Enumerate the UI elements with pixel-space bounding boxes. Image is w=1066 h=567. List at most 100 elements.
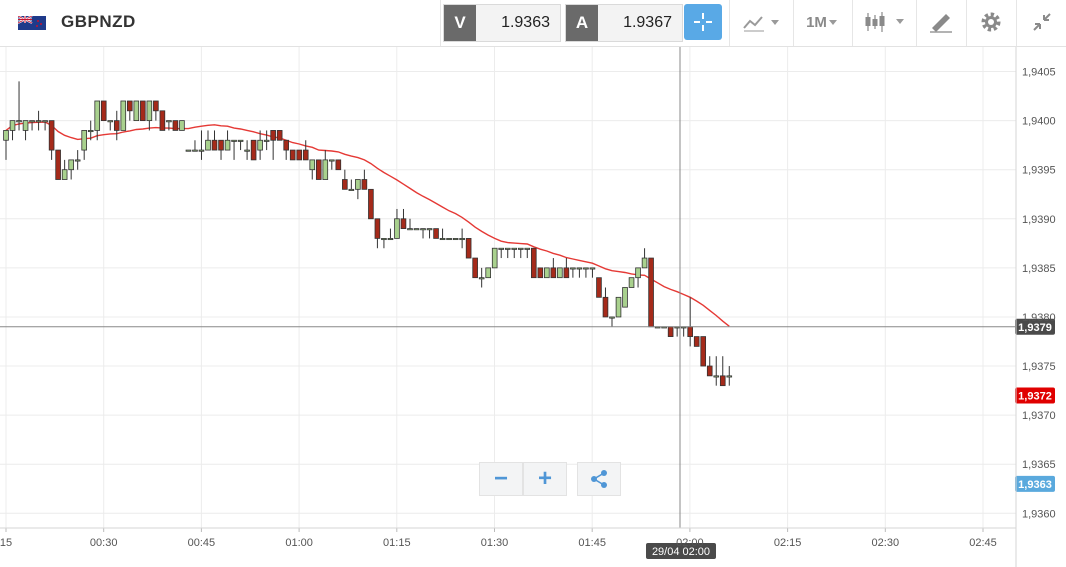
price-chart[interactable]: 1,9379 1,9372 1,9363 29/04 02:00 1,9405 1,94… bbox=[0, 47, 1066, 567]
candle-body bbox=[42, 120, 48, 123]
timeframe-button[interactable]: 1M bbox=[800, 4, 845, 40]
candle-body bbox=[452, 238, 459, 241]
candle-body bbox=[524, 247, 531, 250]
drawing-tools-button[interactable] bbox=[922, 4, 960, 40]
y-tick-label: 1,9370 bbox=[1022, 410, 1056, 422]
candle-body bbox=[192, 149, 198, 152]
candle-body bbox=[127, 100, 133, 112]
crosshair-button[interactable] bbox=[684, 4, 722, 40]
share-button[interactable] bbox=[577, 462, 621, 496]
candle-body bbox=[315, 159, 322, 180]
x-tick-label: 15 bbox=[0, 537, 12, 549]
settings-button[interactable] bbox=[972, 4, 1010, 40]
candle-body bbox=[407, 228, 413, 231]
moving-average-line bbox=[5, 121, 730, 327]
ma-price-label-bg bbox=[1015, 387, 1055, 404]
y-tick-label: 1,9365 bbox=[1022, 459, 1056, 471]
ask-quote-button[interactable]: A 1.9367 bbox=[565, 4, 683, 42]
bid-quote-button[interactable]: V 1.9363 bbox=[443, 4, 561, 42]
x-tick-label: 00:30 bbox=[90, 537, 118, 549]
candle-body bbox=[166, 120, 172, 123]
plus-icon: + bbox=[537, 465, 552, 492]
y-tick-label: 1,9360 bbox=[1022, 508, 1056, 520]
candle-body bbox=[413, 228, 420, 231]
candle-body bbox=[563, 267, 570, 279]
candle-body bbox=[615, 296, 622, 318]
candle-body bbox=[517, 247, 524, 250]
zoom-out-button[interactable]: − bbox=[479, 462, 523, 496]
candle-body bbox=[172, 120, 179, 131]
candle-body bbox=[289, 149, 296, 161]
candle-body bbox=[628, 277, 635, 288]
candle-body bbox=[153, 100, 159, 112]
candle-body bbox=[446, 238, 452, 241]
candle-body bbox=[211, 139, 218, 151]
candle-body bbox=[485, 267, 491, 279]
candle-body bbox=[48, 120, 55, 151]
candle-body bbox=[94, 100, 101, 131]
candle-body bbox=[237, 139, 244, 142]
candle-body bbox=[74, 159, 81, 162]
candle-body bbox=[257, 139, 263, 151]
zoom-in-button[interactable]: + bbox=[523, 462, 567, 496]
candle-body bbox=[557, 267, 563, 279]
candle-body bbox=[159, 110, 166, 131]
toolbar-divider bbox=[729, 0, 730, 46]
share-icon bbox=[591, 470, 607, 488]
candlestick-style-button[interactable] bbox=[860, 4, 910, 40]
candle-body bbox=[609, 316, 615, 319]
candle-body bbox=[693, 336, 700, 347]
chart-type-button[interactable] bbox=[737, 4, 787, 40]
candle-body bbox=[491, 247, 498, 269]
candle-body bbox=[387, 238, 394, 241]
candle-body bbox=[687, 326, 693, 337]
current-price-label: 1,9363 bbox=[1018, 479, 1052, 491]
candle-body bbox=[583, 267, 589, 270]
candle-body bbox=[465, 238, 472, 259]
candle-body bbox=[16, 120, 22, 123]
x-tick-label: 00:45 bbox=[188, 537, 216, 549]
drawing-icon bbox=[930, 14, 952, 33]
candle-body bbox=[648, 257, 654, 328]
crosshair-time-label: 29/04 02:00 bbox=[652, 546, 710, 558]
candle-body bbox=[726, 375, 733, 378]
candle-body bbox=[394, 218, 400, 239]
minus-icon: − bbox=[493, 465, 508, 492]
candle-body bbox=[198, 149, 205, 152]
candle-body bbox=[335, 159, 342, 171]
candle-body bbox=[55, 149, 61, 180]
x-tick-label: 01:00 bbox=[285, 537, 313, 549]
gear-icon bbox=[981, 12, 1001, 32]
chart-type-icon bbox=[743, 16, 779, 32]
candle-body bbox=[368, 188, 374, 220]
x-tick-label: 01:45 bbox=[578, 537, 606, 549]
candle-body bbox=[29, 120, 35, 123]
candle-body bbox=[641, 257, 648, 269]
candle-body bbox=[205, 139, 211, 151]
candle-body bbox=[530, 247, 537, 279]
candle-body bbox=[537, 267, 544, 279]
candle-body bbox=[667, 326, 674, 337]
candlestick-icon bbox=[865, 12, 904, 32]
crosshair-time-bg bbox=[646, 543, 716, 559]
y-tick-label: 1,9395 bbox=[1022, 165, 1056, 177]
toolbar-divider bbox=[440, 0, 441, 46]
candle-body bbox=[276, 130, 283, 141]
candle-body bbox=[550, 267, 557, 279]
candle-body bbox=[322, 159, 329, 180]
toolbar-divider bbox=[916, 0, 917, 46]
collapse-button[interactable] bbox=[1023, 4, 1061, 40]
candle-body bbox=[87, 130, 94, 133]
bid-label: V bbox=[444, 5, 476, 41]
y-tick-label: 1,9400 bbox=[1022, 116, 1056, 128]
chart-toolbar: GBPNZD V 1.9363 A 1.9367 1M bbox=[0, 0, 1066, 47]
candle-body bbox=[218, 139, 224, 151]
x-tick-label: 02:30 bbox=[872, 537, 900, 549]
candle-body bbox=[706, 365, 713, 377]
candle-body bbox=[570, 267, 576, 270]
candle-body bbox=[68, 159, 74, 171]
candle-body bbox=[283, 139, 289, 151]
candle-body bbox=[113, 120, 120, 131]
chevron-down-icon bbox=[828, 20, 837, 25]
candle-body bbox=[22, 120, 29, 131]
